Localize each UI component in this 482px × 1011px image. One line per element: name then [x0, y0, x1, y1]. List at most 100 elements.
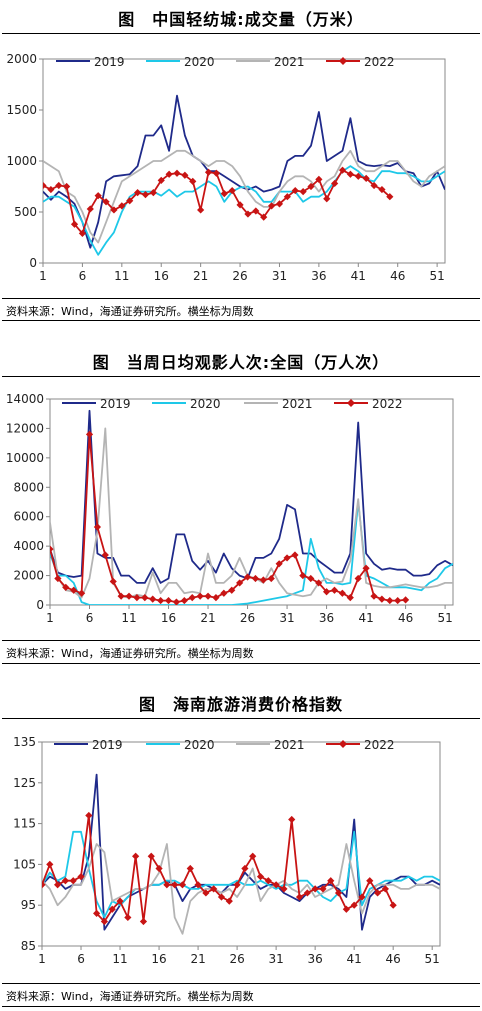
y-tick-label: 8000 — [13, 480, 44, 494]
data-point-2022 — [212, 169, 221, 177]
data-point-2022 — [173, 169, 181, 177]
series-2020 — [50, 501, 453, 605]
y-tick-label: 14000 — [6, 392, 44, 406]
data-point-2022 — [197, 206, 205, 214]
data-point-2022 — [366, 877, 374, 885]
legend-label-2019: 2019 — [94, 55, 125, 69]
data-point-2022 — [378, 595, 386, 603]
legend-marker-2022 — [339, 57, 347, 65]
x-tick-label: 31 — [272, 269, 287, 283]
title-rule — [2, 718, 480, 719]
source-note: 资料来源：Wind，海通证券研究所。横坐标为周数 — [6, 990, 254, 1003]
data-point-2022 — [354, 172, 362, 180]
data-point-2022 — [172, 598, 181, 605]
data-point-2022 — [186, 864, 194, 873]
y-tick-label: 1000 — [6, 154, 37, 168]
source-rule — [2, 298, 480, 299]
data-point-2022 — [85, 430, 94, 438]
data-point-2022 — [275, 200, 284, 208]
x-tick-label: 41 — [358, 611, 373, 625]
data-point-2022 — [252, 207, 260, 215]
panel-bottom-rule — [2, 1006, 480, 1007]
data-point-2022 — [85, 811, 93, 820]
legend-label-2022: 2022 — [364, 738, 395, 752]
x-tick-label: 21 — [193, 269, 208, 283]
data-point-2022 — [204, 168, 213, 176]
legend-label-2021: 2021 — [282, 397, 313, 411]
x-tick-label: 16 — [151, 952, 166, 966]
data-point-2022 — [243, 573, 252, 581]
data-point-2022 — [260, 213, 268, 221]
y-tick-label: 6000 — [13, 510, 44, 524]
y-tick-label: 500 — [14, 205, 37, 219]
data-point-2022 — [141, 191, 150, 199]
data-point-2022 — [220, 190, 228, 198]
title-rule — [2, 33, 480, 34]
source-rule — [2, 983, 480, 984]
x-tick-label: 11 — [112, 952, 127, 966]
data-point-2022 — [362, 564, 370, 572]
data-point-2022 — [346, 594, 354, 602]
data-point-2022 — [401, 596, 410, 604]
series-line-2021 — [43, 149, 445, 244]
data-point-2022 — [171, 881, 179, 889]
x-tick-label: 36 — [311, 269, 326, 283]
data-point-2022 — [311, 885, 319, 893]
x-tick-label: 46 — [386, 952, 401, 966]
x-tick-label: 16 — [161, 611, 176, 625]
series-line-2019 — [43, 94, 445, 249]
data-point-2022 — [225, 897, 233, 905]
series-2021 — [43, 149, 445, 244]
data-point-2022 — [338, 166, 347, 174]
data-point-2022 — [264, 877, 272, 885]
x-tick-label: 1 — [39, 269, 47, 283]
x-tick-label: 26 — [240, 611, 255, 625]
x-tick-label: 46 — [398, 611, 413, 625]
data-point-2022 — [280, 885, 288, 893]
data-point-2022 — [132, 852, 140, 860]
data-point-2022 — [163, 881, 171, 889]
data-point-2022 — [109, 577, 117, 586]
legend-label-2020: 2020 — [190, 397, 221, 411]
data-point-2022 — [50, 545, 54, 553]
x-tick-label: 21 — [190, 952, 205, 966]
data-point-2022 — [157, 176, 165, 184]
x-tick-label: 51 — [429, 269, 444, 283]
x-tick-label: 46 — [390, 269, 405, 283]
data-point-2022 — [358, 893, 366, 901]
plot-frame — [41, 741, 441, 947]
data-point-2022 — [69, 877, 77, 885]
data-point-2022 — [378, 185, 386, 194]
x-tick-label: 36 — [319, 611, 334, 625]
y-tick-label: 4000 — [13, 539, 44, 553]
data-point-2022 — [133, 189, 142, 197]
series-2021 — [42, 843, 440, 935]
series-2019 — [50, 409, 453, 584]
data-point-2022 — [210, 885, 218, 893]
legend-label-2022: 2022 — [372, 397, 403, 411]
series-line-2022 — [43, 169, 391, 235]
legend-label-2020: 2020 — [184, 738, 215, 752]
series-2022 — [43, 166, 394, 238]
data-point-2022 — [307, 182, 315, 191]
data-point-2022 — [256, 873, 265, 881]
data-point-2022 — [125, 592, 133, 600]
y-tick-label: 95 — [21, 898, 36, 912]
data-point-2022 — [381, 885, 389, 893]
data-point-2022 — [251, 574, 260, 583]
title-rule — [2, 376, 480, 377]
data-point-2022 — [212, 594, 220, 602]
series-2020 — [43, 165, 445, 256]
data-point-2022 — [331, 179, 339, 188]
data-point-2022 — [267, 202, 276, 210]
legend-label-2021: 2021 — [274, 738, 305, 752]
x-tick-label: 1 — [38, 952, 46, 966]
series-line-2020 — [43, 165, 445, 256]
data-point-2022 — [124, 913, 132, 922]
data-point-2022 — [338, 589, 346, 597]
data-point-2022 — [94, 192, 102, 200]
data-point-2022 — [165, 170, 173, 178]
data-point-2022 — [354, 574, 362, 583]
y-tick-label: 85 — [21, 939, 36, 953]
